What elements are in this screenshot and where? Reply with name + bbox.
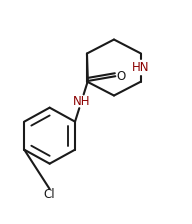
- Text: HN: HN: [132, 61, 150, 74]
- Text: O: O: [116, 70, 125, 83]
- Text: NH: NH: [73, 95, 90, 108]
- Text: Cl: Cl: [44, 188, 55, 201]
